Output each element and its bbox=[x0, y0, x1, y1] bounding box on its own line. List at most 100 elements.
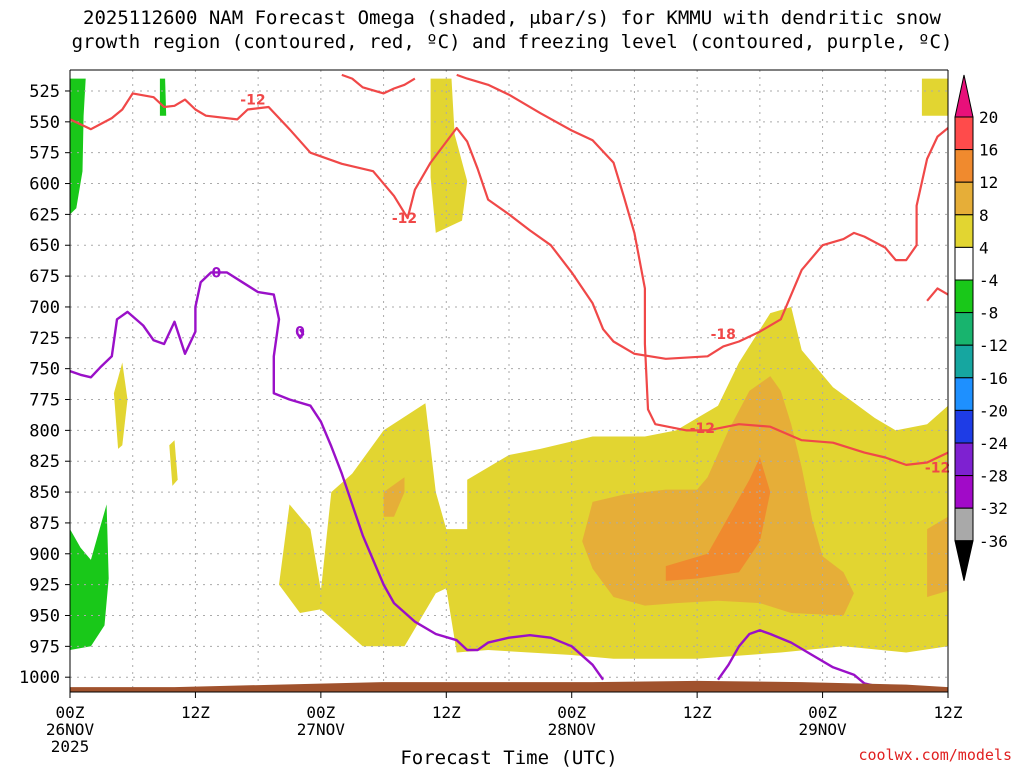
colorbar-swatch-10 bbox=[954, 442, 974, 477]
x-tick-label-6: 00Z bbox=[808, 703, 837, 722]
x-tick-label-4: 00Z bbox=[557, 703, 586, 722]
shade-omega-4-8-left-1 bbox=[113, 362, 128, 449]
contour-label-5: 0 bbox=[211, 265, 221, 281]
y-tick-label-575: 575 bbox=[29, 144, 60, 164]
colorbar-label-13: -36 bbox=[979, 532, 1008, 551]
title-line-2: growth region (contoured, red, ºC) and f… bbox=[71, 31, 953, 53]
colorbar-label-9: -20 bbox=[979, 401, 1008, 420]
y-tick-label-600: 600 bbox=[29, 175, 60, 195]
colorbar-top-arrow bbox=[954, 74, 974, 118]
contour-purple-frz-left bbox=[69, 271, 605, 681]
title-line-1: 2025112600 NAM Forecast Omega (shaded, μ… bbox=[83, 7, 941, 29]
colorbar-swatch-5 bbox=[954, 279, 974, 314]
colorbar-swatch-1 bbox=[954, 149, 974, 183]
omega-shading-layer bbox=[70, 78, 948, 659]
colorbar-label-3: 8 bbox=[979, 206, 989, 225]
colorbar-label-0: 20 bbox=[979, 108, 998, 127]
shade-omega-4-8-left-2 bbox=[169, 440, 178, 486]
colorbar-label-1: 16 bbox=[979, 141, 998, 160]
y-tick-label-750: 750 bbox=[29, 360, 60, 380]
contour-label-0: -12 bbox=[240, 93, 265, 109]
shade-omega-8-12-c bbox=[927, 516, 948, 597]
terrain-fill bbox=[70, 680, 948, 692]
shade-omega-4-8-top-2 bbox=[921, 78, 948, 116]
shade-omega-neg-4-8-c bbox=[159, 78, 167, 116]
gridlines bbox=[70, 70, 948, 692]
x-tick-label-1: 12Z bbox=[181, 703, 210, 722]
colorbar-swatch-9 bbox=[954, 409, 974, 444]
x-tick-label-3: 12Z bbox=[432, 703, 461, 722]
x-tick-year-0: 2025 bbox=[51, 737, 90, 756]
shade-omega-neg-4-8-a bbox=[70, 78, 86, 215]
shade-omega-neg-4-8-b bbox=[70, 504, 109, 650]
colorbar-swatch-2 bbox=[954, 181, 974, 216]
contour-red-dgz-top-upper bbox=[341, 73, 416, 95]
y-tick-label-725: 725 bbox=[29, 329, 60, 349]
y-tick-label-775: 775 bbox=[29, 391, 60, 411]
colorbar-label-10: -24 bbox=[979, 434, 1008, 453]
contour-red-dgz-top bbox=[69, 92, 949, 360]
x-tick-label-0: 00Z bbox=[56, 703, 85, 722]
colorbar-swatch-6 bbox=[954, 312, 974, 346]
shade-omega-8-12-b bbox=[383, 477, 405, 517]
contour-label-6: 0 bbox=[295, 325, 305, 341]
colorbar-swatch-3 bbox=[954, 214, 974, 248]
y-tick-label-700: 700 bbox=[29, 298, 60, 318]
colorbar-swatch-7 bbox=[954, 344, 974, 379]
terrain-layer bbox=[70, 680, 948, 692]
contour-label-3: -12 bbox=[690, 421, 715, 437]
y-tick-label-975: 975 bbox=[29, 637, 60, 657]
contour-label-1: -12 bbox=[392, 211, 417, 227]
x-tick-date-2: 27NOV bbox=[297, 720, 346, 739]
colorbar-label-4: 4 bbox=[979, 238, 989, 257]
colorbar-label-6: -8 bbox=[979, 304, 998, 323]
colorbar-label-8: -16 bbox=[979, 369, 1008, 388]
x-tick-date-0: 26NOV bbox=[46, 720, 95, 739]
y-tick-label-550: 550 bbox=[29, 113, 60, 133]
y-tick-label-825: 825 bbox=[29, 452, 60, 472]
y-tick-label-625: 625 bbox=[29, 205, 60, 225]
contour-layer: -12 -12 -18 -12 -12 0 0 bbox=[69, 73, 950, 687]
y-tick-label-900: 900 bbox=[29, 545, 60, 565]
chart-title: 2025112600 NAM Forecast Omega (shaded, μ… bbox=[0, 6, 1024, 54]
shade-omega-4-8-top-1 bbox=[430, 78, 468, 233]
colorbar-swatch-8 bbox=[954, 377, 974, 411]
colorbar-swatch-4 bbox=[954, 246, 974, 281]
x-tick-date-6: 29NOV bbox=[798, 720, 847, 739]
x-tick-date-4: 28NOV bbox=[548, 720, 597, 739]
y-tick-label-925: 925 bbox=[29, 576, 60, 596]
y-tick-label-650: 650 bbox=[29, 236, 60, 256]
colorbar-swatch-11 bbox=[954, 475, 974, 509]
contour-label-2: -18 bbox=[711, 327, 736, 343]
x-tick-label-7: 12Z bbox=[934, 703, 963, 722]
y-tick-label-950: 950 bbox=[29, 606, 60, 626]
colorbar-label-2: 12 bbox=[979, 173, 998, 192]
colorbar-label-7: -12 bbox=[979, 336, 1008, 355]
y-tick-label-1000: 1000 bbox=[19, 668, 60, 688]
colorbar-label-11: -28 bbox=[979, 467, 1008, 486]
y-tick-label-800: 800 bbox=[29, 421, 60, 441]
shade-omega-12-16 bbox=[665, 457, 771, 581]
y-tick-label-850: 850 bbox=[29, 483, 60, 503]
colorbar-bottom-arrow bbox=[954, 540, 974, 581]
colorbar: 20 16 12 8 4 -4 -8 -12 -16 -20 -24 -28 -32 -36 bbox=[954, 74, 1008, 581]
contour-red-dgz-upper-mid bbox=[456, 73, 949, 466]
contour-red-dgz-right-edge bbox=[926, 287, 949, 302]
x-tick-label-5: 12Z bbox=[683, 703, 712, 722]
y-tick-label-525: 525 bbox=[29, 82, 60, 102]
colorbar-label-12: -32 bbox=[979, 499, 1008, 518]
colorbar-swatch-0 bbox=[954, 116, 974, 151]
colorbar-label-5: -4 bbox=[979, 271, 998, 290]
credit-text: coolwx.com/models bbox=[858, 746, 1012, 764]
y-tick-label-675: 675 bbox=[29, 267, 60, 287]
x-axis-label: Forecast Time (UTC) bbox=[400, 747, 617, 768]
contour-purple-frz-right bbox=[717, 629, 876, 687]
contour-label-4: -12 bbox=[925, 460, 950, 476]
shade-omega-8-12-a bbox=[582, 376, 854, 616]
contour-purple-frz-small-closed bbox=[296, 328, 305, 339]
y-tick-label-875: 875 bbox=[29, 514, 60, 534]
x-tick-label-2: 00Z bbox=[306, 703, 335, 722]
colorbar-swatch-12 bbox=[954, 507, 974, 542]
axes: 525 550 575 600 625 650 675 700 725 750 775 800 825 8… bbox=[19, 69, 963, 768]
